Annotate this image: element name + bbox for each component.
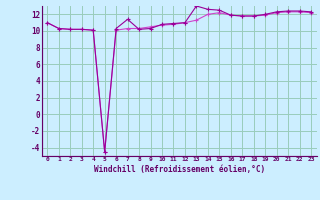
X-axis label: Windchill (Refroidissement éolien,°C): Windchill (Refroidissement éolien,°C) <box>94 165 265 174</box>
